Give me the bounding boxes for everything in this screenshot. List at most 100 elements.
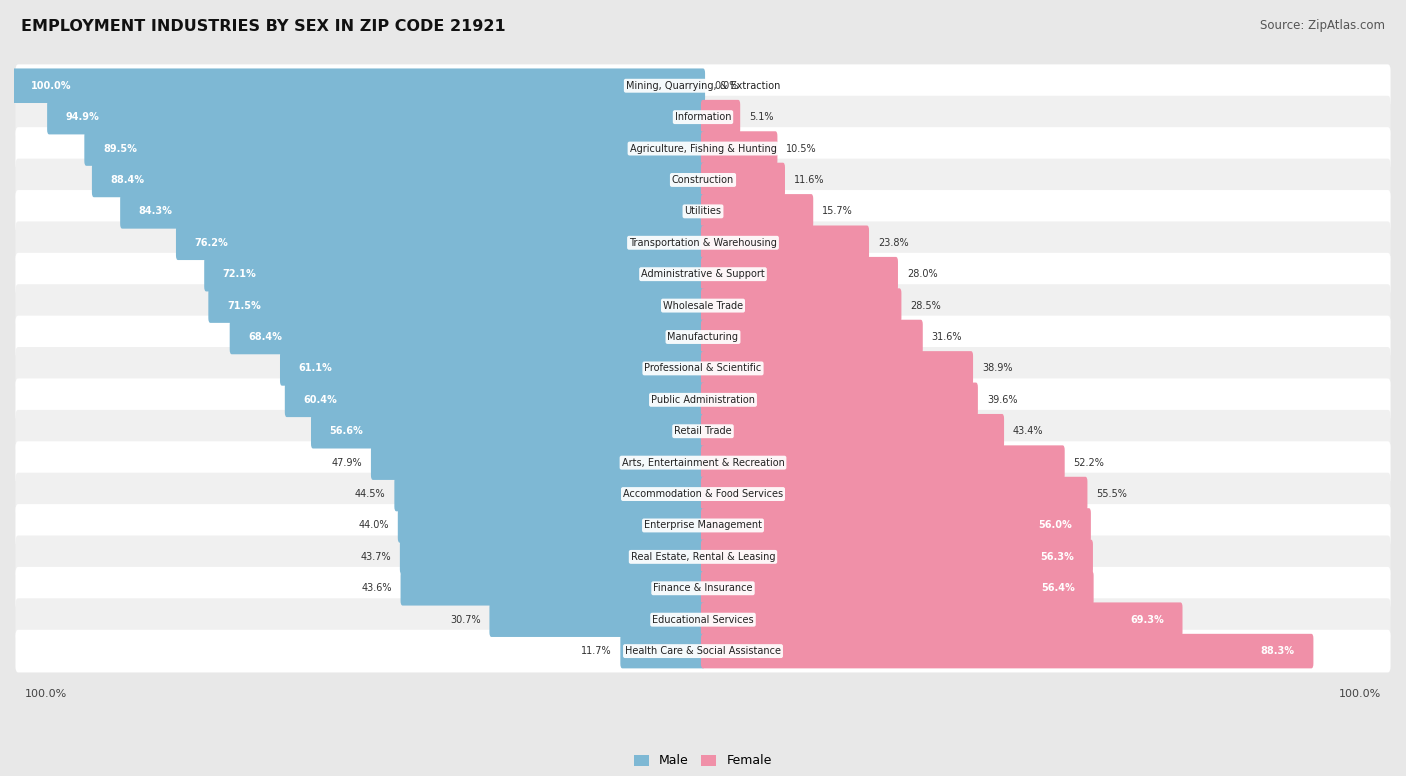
- Text: 100.0%: 100.0%: [31, 81, 72, 91]
- Text: 31.6%: 31.6%: [932, 332, 962, 342]
- Text: Retail Trade: Retail Trade: [675, 426, 731, 436]
- FancyBboxPatch shape: [120, 194, 704, 229]
- Text: 44.0%: 44.0%: [359, 521, 389, 531]
- FancyBboxPatch shape: [280, 351, 704, 386]
- Text: 10.5%: 10.5%: [786, 144, 817, 154]
- FancyBboxPatch shape: [702, 194, 813, 229]
- Text: 43.7%: 43.7%: [360, 552, 391, 562]
- FancyBboxPatch shape: [15, 64, 1391, 107]
- FancyBboxPatch shape: [13, 68, 704, 103]
- FancyBboxPatch shape: [208, 289, 704, 323]
- Text: 15.7%: 15.7%: [823, 206, 853, 217]
- Text: 11.6%: 11.6%: [794, 175, 824, 185]
- FancyBboxPatch shape: [15, 158, 1391, 201]
- FancyBboxPatch shape: [15, 630, 1391, 673]
- FancyBboxPatch shape: [371, 445, 704, 480]
- Text: 30.7%: 30.7%: [450, 615, 481, 625]
- Text: Enterprise Management: Enterprise Management: [644, 521, 762, 531]
- Text: Mining, Quarrying, & Extraction: Mining, Quarrying, & Extraction: [626, 81, 780, 91]
- Text: Construction: Construction: [672, 175, 734, 185]
- Text: 47.9%: 47.9%: [332, 458, 361, 468]
- FancyBboxPatch shape: [15, 598, 1391, 641]
- Text: 60.4%: 60.4%: [304, 395, 337, 405]
- FancyBboxPatch shape: [176, 226, 704, 260]
- Text: 56.3%: 56.3%: [1040, 552, 1074, 562]
- FancyBboxPatch shape: [702, 634, 1313, 668]
- FancyBboxPatch shape: [702, 289, 901, 323]
- Text: 71.5%: 71.5%: [226, 300, 260, 310]
- Text: 84.3%: 84.3%: [139, 206, 173, 217]
- FancyBboxPatch shape: [15, 190, 1391, 233]
- Text: 69.3%: 69.3%: [1130, 615, 1164, 625]
- FancyBboxPatch shape: [489, 602, 704, 637]
- FancyBboxPatch shape: [398, 508, 704, 542]
- Text: Transportation & Warehousing: Transportation & Warehousing: [628, 237, 778, 248]
- FancyBboxPatch shape: [702, 476, 1087, 511]
- FancyBboxPatch shape: [15, 504, 1391, 547]
- Text: 23.8%: 23.8%: [877, 237, 908, 248]
- Text: 11.7%: 11.7%: [581, 646, 612, 656]
- FancyBboxPatch shape: [399, 539, 704, 574]
- FancyBboxPatch shape: [48, 100, 704, 134]
- FancyBboxPatch shape: [702, 257, 898, 292]
- Text: 76.2%: 76.2%: [194, 237, 228, 248]
- FancyBboxPatch shape: [394, 476, 704, 511]
- Text: Accommodation & Food Services: Accommodation & Food Services: [623, 489, 783, 499]
- Text: 0.0%: 0.0%: [714, 81, 738, 91]
- FancyBboxPatch shape: [702, 131, 778, 166]
- Text: Wholesale Trade: Wholesale Trade: [664, 300, 742, 310]
- FancyBboxPatch shape: [15, 410, 1391, 452]
- Text: Source: ZipAtlas.com: Source: ZipAtlas.com: [1260, 19, 1385, 33]
- Text: 52.2%: 52.2%: [1074, 458, 1105, 468]
- FancyBboxPatch shape: [702, 414, 1004, 449]
- Text: 88.4%: 88.4%: [111, 175, 145, 185]
- FancyBboxPatch shape: [15, 253, 1391, 296]
- FancyBboxPatch shape: [15, 473, 1391, 515]
- Text: 72.1%: 72.1%: [222, 269, 256, 279]
- FancyBboxPatch shape: [702, 226, 869, 260]
- FancyBboxPatch shape: [229, 320, 704, 355]
- Text: 28.0%: 28.0%: [907, 269, 938, 279]
- Text: Arts, Entertainment & Recreation: Arts, Entertainment & Recreation: [621, 458, 785, 468]
- Text: Real Estate, Rental & Leasing: Real Estate, Rental & Leasing: [631, 552, 775, 562]
- Text: 38.9%: 38.9%: [981, 363, 1012, 373]
- Text: 89.5%: 89.5%: [103, 144, 136, 154]
- FancyBboxPatch shape: [15, 221, 1391, 264]
- FancyBboxPatch shape: [702, 100, 740, 134]
- Text: Finance & Insurance: Finance & Insurance: [654, 584, 752, 594]
- Text: EMPLOYMENT INDUSTRIES BY SEX IN ZIP CODE 21921: EMPLOYMENT INDUSTRIES BY SEX IN ZIP CODE…: [21, 19, 506, 34]
- FancyBboxPatch shape: [91, 163, 704, 197]
- FancyBboxPatch shape: [702, 571, 1094, 605]
- Text: 55.5%: 55.5%: [1097, 489, 1128, 499]
- Text: 61.1%: 61.1%: [298, 363, 332, 373]
- FancyBboxPatch shape: [702, 383, 979, 417]
- FancyBboxPatch shape: [15, 535, 1391, 578]
- Text: 5.1%: 5.1%: [749, 113, 773, 122]
- Text: Public Administration: Public Administration: [651, 395, 755, 405]
- FancyBboxPatch shape: [15, 347, 1391, 390]
- FancyBboxPatch shape: [702, 320, 922, 355]
- Text: 56.4%: 56.4%: [1042, 584, 1076, 594]
- FancyBboxPatch shape: [204, 257, 704, 292]
- FancyBboxPatch shape: [702, 445, 1064, 480]
- FancyBboxPatch shape: [15, 442, 1391, 484]
- Text: 56.6%: 56.6%: [329, 426, 363, 436]
- Text: Professional & Scientific: Professional & Scientific: [644, 363, 762, 373]
- Text: 100.0%: 100.0%: [25, 688, 67, 698]
- Text: Manufacturing: Manufacturing: [668, 332, 738, 342]
- Text: Educational Services: Educational Services: [652, 615, 754, 625]
- FancyBboxPatch shape: [401, 571, 704, 605]
- FancyBboxPatch shape: [15, 95, 1391, 138]
- FancyBboxPatch shape: [15, 127, 1391, 170]
- FancyBboxPatch shape: [15, 567, 1391, 610]
- Text: 43.6%: 43.6%: [361, 584, 392, 594]
- FancyBboxPatch shape: [15, 379, 1391, 421]
- Text: 44.5%: 44.5%: [354, 489, 385, 499]
- Text: 56.0%: 56.0%: [1039, 521, 1073, 531]
- FancyBboxPatch shape: [702, 539, 1092, 574]
- FancyBboxPatch shape: [620, 634, 704, 668]
- Text: 88.3%: 88.3%: [1261, 646, 1295, 656]
- FancyBboxPatch shape: [15, 284, 1391, 327]
- Legend: Male, Female: Male, Female: [628, 748, 778, 774]
- Text: 94.9%: 94.9%: [66, 113, 100, 122]
